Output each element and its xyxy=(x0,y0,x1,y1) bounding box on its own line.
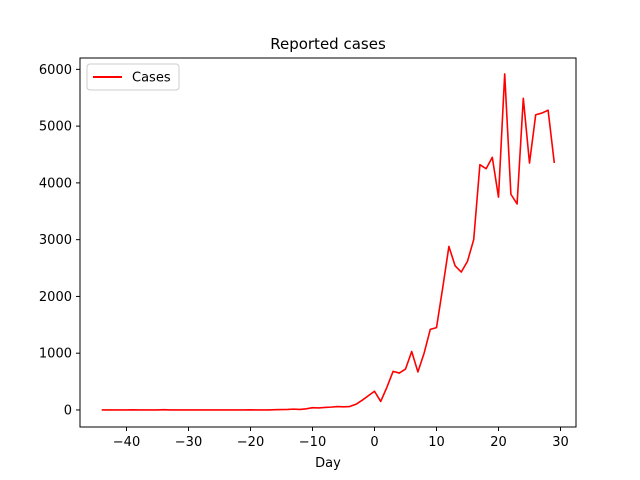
x-tick-label: 0 xyxy=(370,435,378,450)
chart-title: Reported cases xyxy=(270,35,386,53)
x-tick-label: 20 xyxy=(490,435,507,450)
y-tick-label: 1000 xyxy=(39,347,72,362)
x-tick-label: −10 xyxy=(299,435,326,450)
axis-ticks: −40 −30 −20 −10 0 10 20 30 0 1000 2000 3000 4000 5000… xyxy=(39,63,569,450)
x-tick-label: 30 xyxy=(552,435,569,450)
x-tick-label: −20 xyxy=(237,435,264,450)
series-line-cases xyxy=(101,73,556,411)
legend-box xyxy=(86,63,180,91)
y-tick-label: 4000 xyxy=(39,176,72,191)
legend-entry-cases: Cases xyxy=(132,71,171,86)
x-axis-label: Day xyxy=(315,456,341,471)
y-tick-label: 6000 xyxy=(39,63,72,78)
y-tick-label: 0 xyxy=(64,403,72,418)
y-tick-label: 5000 xyxy=(39,120,72,135)
y-tick-label: 3000 xyxy=(39,233,72,248)
legend: Cases xyxy=(86,63,180,91)
plot-frame xyxy=(79,57,577,428)
x-tick-label: −40 xyxy=(113,435,140,450)
y-tick-label: 2000 xyxy=(39,290,72,305)
x-tick-label: 10 xyxy=(428,435,445,450)
plot-series xyxy=(101,73,556,411)
x-tick-label: −30 xyxy=(175,435,202,450)
